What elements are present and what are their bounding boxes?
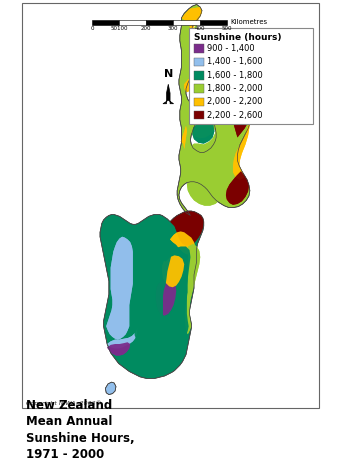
Polygon shape	[226, 171, 249, 205]
Polygon shape	[107, 342, 130, 356]
Polygon shape	[191, 19, 198, 51]
Polygon shape	[233, 108, 250, 180]
Polygon shape	[181, 126, 187, 149]
Polygon shape	[135, 240, 172, 345]
Polygon shape	[184, 115, 228, 168]
Polygon shape	[226, 171, 249, 205]
Polygon shape	[192, 120, 214, 144]
Bar	[200, 19, 227, 25]
Polygon shape	[177, 5, 251, 215]
Polygon shape	[156, 279, 176, 316]
Polygon shape	[170, 211, 204, 245]
Polygon shape	[226, 99, 250, 138]
Bar	[194, 98, 204, 106]
Polygon shape	[191, 19, 198, 51]
Polygon shape	[190, 99, 219, 138]
Bar	[92, 19, 119, 25]
Text: 50100: 50100	[110, 26, 128, 31]
Polygon shape	[192, 120, 214, 144]
Text: Copyright NIWA, 2003©: Copyright NIWA, 2003©	[26, 400, 102, 406]
Text: 500: 500	[222, 26, 232, 31]
Polygon shape	[184, 115, 228, 168]
Text: Sunshine (hours): Sunshine (hours)	[194, 33, 282, 42]
Polygon shape	[233, 108, 250, 180]
Polygon shape	[170, 232, 195, 255]
Polygon shape	[170, 211, 204, 245]
Text: 1,800 - 2,000: 1,800 - 2,000	[207, 84, 263, 93]
Polygon shape	[156, 279, 176, 316]
Polygon shape	[135, 240, 172, 345]
Polygon shape	[170, 232, 195, 255]
Polygon shape	[163, 84, 174, 104]
Text: 900 - 1,400: 900 - 1,400	[207, 44, 255, 53]
Polygon shape	[187, 169, 225, 206]
Bar	[194, 71, 204, 80]
Bar	[194, 57, 204, 66]
Polygon shape	[162, 256, 184, 287]
Polygon shape	[184, 77, 194, 92]
Bar	[146, 19, 173, 25]
Polygon shape	[152, 240, 191, 344]
Bar	[194, 84, 204, 93]
Polygon shape	[182, 7, 202, 46]
Polygon shape	[107, 328, 137, 349]
Bar	[119, 19, 146, 25]
Polygon shape	[106, 237, 133, 339]
Text: 200: 200	[141, 26, 151, 31]
Polygon shape	[185, 244, 200, 334]
Text: 2,000 - 2,200: 2,000 - 2,200	[207, 97, 263, 106]
Text: 1,600 - 1,800: 1,600 - 1,800	[207, 71, 263, 80]
Text: N: N	[164, 69, 173, 79]
Bar	[194, 44, 204, 53]
Text: Kilometres: Kilometres	[231, 19, 267, 25]
Polygon shape	[105, 382, 116, 394]
Text: 400: 400	[195, 26, 205, 31]
Bar	[173, 19, 200, 25]
Polygon shape	[226, 99, 250, 138]
Polygon shape	[162, 256, 184, 287]
Text: 300: 300	[168, 26, 178, 31]
Polygon shape	[187, 169, 225, 206]
Polygon shape	[185, 244, 200, 334]
Polygon shape	[107, 342, 130, 356]
Polygon shape	[182, 7, 202, 46]
Text: 2,200 - 2,600: 2,200 - 2,600	[207, 111, 263, 119]
Text: 0: 0	[90, 26, 94, 31]
Polygon shape	[184, 77, 194, 92]
Bar	[194, 111, 204, 119]
Polygon shape	[107, 328, 137, 349]
Polygon shape	[106, 237, 133, 339]
Polygon shape	[190, 99, 219, 138]
Polygon shape	[152, 240, 191, 344]
Text: 1,400 - 1,600: 1,400 - 1,600	[207, 57, 263, 66]
Polygon shape	[181, 126, 187, 149]
Text: New Zealand
Mean Annual
Sunshine Hours,
1971 - 2000: New Zealand Mean Annual Sunshine Hours, …	[26, 399, 135, 462]
Bar	[189, 28, 313, 124]
Polygon shape	[100, 211, 204, 379]
